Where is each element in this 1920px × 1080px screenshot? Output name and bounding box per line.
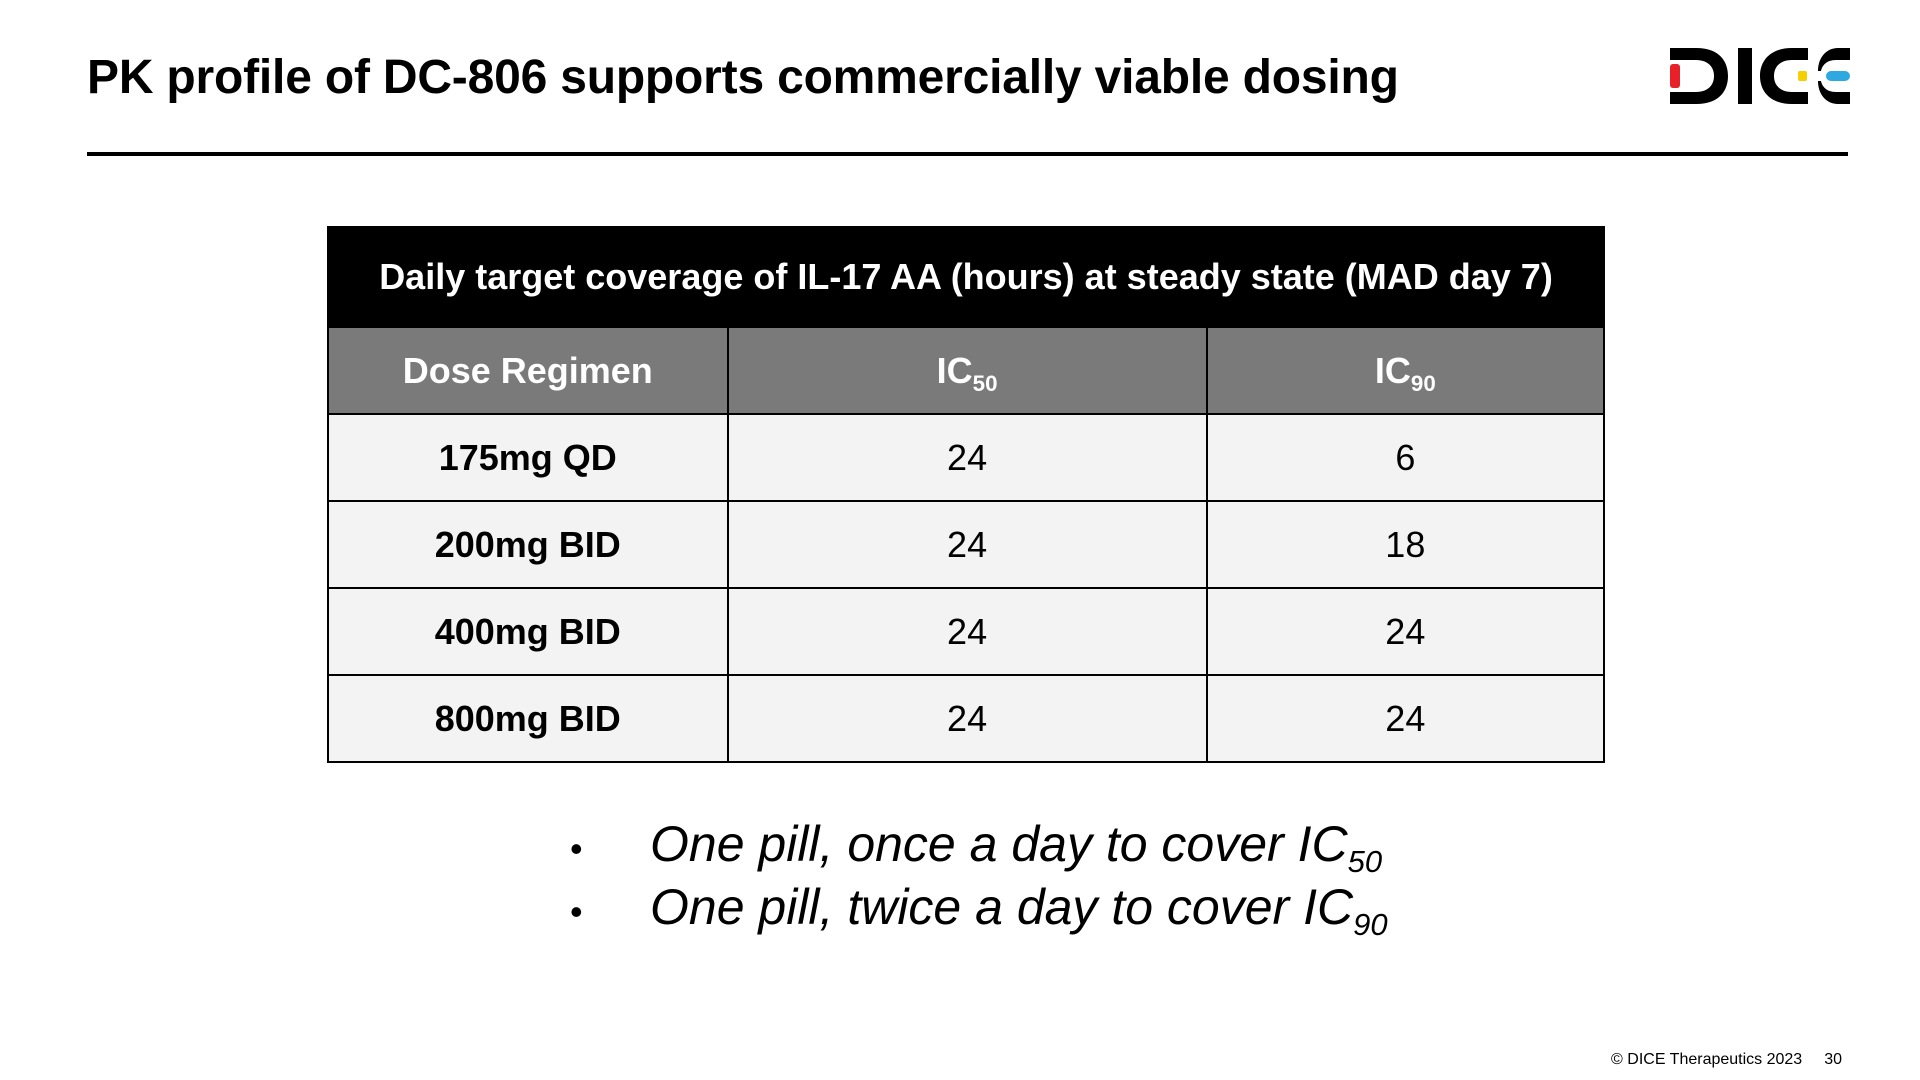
header-ic90: IC90: [1205, 326, 1606, 415]
logo-red-mark: [1670, 64, 1680, 88]
cell-ic50: 24: [726, 674, 1208, 763]
dice-logo: [1670, 48, 1850, 104]
cell-ic50: 24: [726, 500, 1208, 589]
table-title: Daily target coverage of IL-17 AA (hours…: [327, 226, 1605, 328]
copyright-text: © DICE Therapeutics 2023: [1611, 1051, 1803, 1068]
logo-letter-d: [1670, 48, 1728, 104]
cell-dose: 175mg QD: [327, 413, 729, 502]
cell-ic50: 24: [726, 587, 1208, 676]
logo-yellow-mark: [1798, 71, 1807, 81]
cell-ic90: 6: [1205, 413, 1606, 502]
cell-ic50: 24: [726, 413, 1208, 502]
bullet-item: • One pill, once a day to cover IC50: [570, 815, 1388, 878]
title-divider: [87, 152, 1848, 156]
table-row: 200mg BID 24 18: [327, 500, 1606, 589]
footer: © DICE Therapeutics 2023 30: [1611, 1051, 1842, 1069]
slide-title: PK profile of DC-806 supports commercial…: [87, 51, 1399, 104]
bullet-item: • One pill, twice a day to cover IC90: [570, 878, 1388, 941]
table-header-row: Dose Regimen IC50 IC90: [327, 326, 1606, 415]
logo-letter-e: [1818, 48, 1850, 104]
cell-ic90: 24: [1205, 587, 1606, 676]
bullet-list: • One pill, once a day to cover IC50 • O…: [570, 815, 1388, 941]
header-ic50: IC50: [726, 326, 1208, 415]
page-number: 30: [1824, 1051, 1842, 1068]
bullet-text: One pill, twice a day to cover IC90: [650, 879, 1388, 942]
cell-ic90: 24: [1205, 674, 1606, 763]
table-row: 800mg BID 24 24: [327, 674, 1606, 763]
coverage-table: Daily target coverage of IL-17 AA (hours…: [327, 226, 1606, 763]
bullet-symbol: •: [570, 828, 583, 869]
cell-ic90: 18: [1205, 500, 1606, 589]
cell-dose: 800mg BID: [327, 674, 729, 763]
logo-blue-mark: [1826, 71, 1850, 81]
bullet-text: One pill, once a day to cover IC50: [650, 816, 1383, 879]
table-title-row: Daily target coverage of IL-17 AA (hours…: [327, 226, 1605, 328]
cell-dose: 400mg BID: [327, 587, 729, 676]
table-row: 400mg BID 24 24: [327, 587, 1606, 676]
cell-dose: 200mg BID: [327, 500, 729, 589]
bullet-symbol: •: [570, 891, 583, 932]
logo-letter-c: [1760, 48, 1808, 104]
logo-letter-i: [1738, 48, 1752, 104]
table-row: 175mg QD 24 6: [327, 413, 1606, 502]
header-dose-regimen: Dose Regimen: [327, 326, 729, 415]
